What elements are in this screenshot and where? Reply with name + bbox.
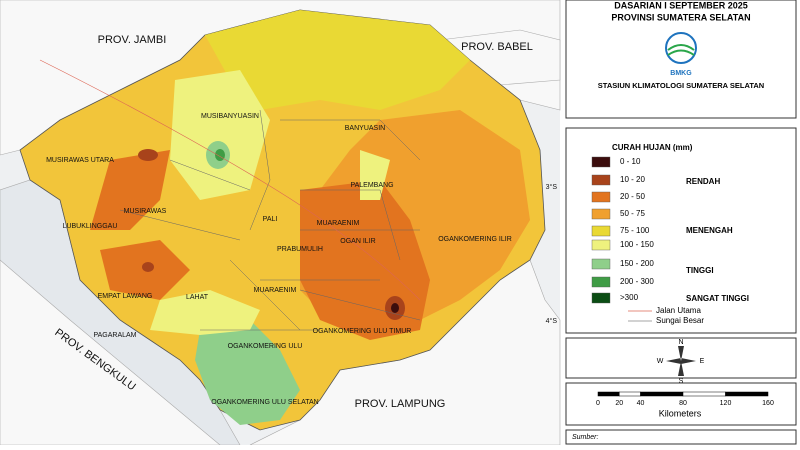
scale-segment — [682, 391, 726, 397]
header-title: DASARIAN I SEPTEMBER 2025 — [614, 0, 748, 10]
map-label: LUBUKLINGGAU — [63, 223, 118, 230]
scale-segment — [725, 391, 769, 397]
map-label: EMPAT LAWANG — [98, 293, 153, 300]
legend-label: 75 - 100 — [620, 226, 650, 235]
scale-tick-label: 0 — [596, 400, 600, 407]
scale-tick-label: 40 — [637, 400, 645, 407]
legend-swatch — [591, 156, 611, 168]
scale-tick-label: 160 — [762, 400, 774, 407]
map: PROV. JAMBI PROV. BABEL PROV. BENGKULU P… — [0, 0, 561, 446]
zone-green-2 — [215, 149, 225, 161]
legend-class: TINGGI — [686, 266, 714, 275]
map-label: PROV. LAMPUNG — [355, 398, 446, 410]
district-borders — [119, 109, 421, 331]
legend-swatch — [591, 191, 611, 203]
scale-unit: Kilometers — [659, 408, 702, 418]
map-label: MUSIRAWAS UTARA — [46, 157, 114, 164]
legend-line-label: Jalan Utama — [656, 306, 701, 315]
map-label: OGAN ILIR — [340, 238, 375, 245]
map-label: OGANKOMERING ULU — [228, 343, 303, 350]
coord-label: 3°S — [546, 183, 558, 191]
scale-segment — [619, 391, 641, 397]
logo-waves — [667, 44, 695, 56]
legend-label: >300 — [620, 293, 639, 302]
zone-dark-4 — [391, 303, 399, 313]
legend-label: 0 - 10 — [620, 157, 641, 166]
header-subtitle: PROVINSI SUMATERA SELATAN — [611, 12, 750, 22]
legend-box — [565, 127, 797, 334]
zone-south-green — [195, 320, 300, 425]
legend-label: 200 - 300 — [620, 277, 654, 286]
bengkulu-coast — [0, 259, 221, 446]
map-label: PROV. BABEL — [461, 41, 533, 53]
legend-swatch — [591, 225, 611, 237]
compass-s: S — [679, 378, 684, 385]
zone-north — [205, 10, 470, 110]
legend-swatch — [591, 174, 611, 186]
zone-dark-2 — [142, 262, 154, 272]
scale-tick-label: 80 — [679, 400, 687, 407]
legend-line-label: Sungai Besar — [656, 316, 704, 325]
side-panel: DASARIAN I SEPTEMBER 2025 PROVINSI SUMAT… — [562, 0, 800, 445]
logo-text: BMKG — [670, 70, 692, 77]
compass-box — [565, 337, 797, 379]
map-label: MUSIBANYUASIN — [201, 113, 259, 120]
map-label: OGANKOMERING ULU SELATAN — [211, 399, 318, 406]
legend-swatch — [591, 208, 611, 220]
map-label: MUARAENIM — [254, 287, 297, 294]
map-label: OGANKOMERING ILIR — [438, 236, 512, 243]
compass-rose — [666, 346, 696, 376]
map-label: PALI — [263, 216, 278, 223]
map-label: MUSIRAWAS — [124, 208, 167, 215]
source: Sumber: — [572, 434, 599, 441]
zone-dark-1 — [138, 149, 158, 161]
legend-class: MENENGAH — [686, 226, 733, 235]
map-label: MUARAENIM — [317, 220, 360, 227]
map-label: BANYUASIN — [345, 125, 385, 132]
map-label: PALEMBANG — [350, 182, 393, 189]
legend-label: 20 - 50 — [620, 192, 645, 201]
legend-label: 50 - 75 — [620, 209, 645, 218]
scale-segment — [640, 391, 684, 397]
legend-title: CURAH HUJAN (mm) — [612, 143, 693, 152]
zone-palembang — [360, 150, 390, 200]
legend-class: SANGAT TINGGI — [686, 294, 749, 303]
zone-west — [90, 150, 170, 230]
map-label: PRABUMULIH — [277, 246, 323, 253]
scale-box — [565, 382, 797, 426]
legend-swatch — [591, 292, 611, 304]
legend-label: 10 - 20 — [620, 175, 645, 184]
legend-label: 100 - 150 — [620, 240, 654, 249]
map-label: PROV. JAMBI — [98, 34, 167, 46]
station-name: STASIUN KLIMATOLOGI SUMATERA SELATAN — [598, 81, 764, 90]
compass-n: N — [678, 339, 683, 346]
compass-w: W — [657, 358, 664, 365]
zone-musi — [170, 70, 270, 200]
legend-label: 150 - 200 — [620, 259, 654, 268]
map-label: PAGARALAM — [93, 332, 136, 339]
map-label: OGANKOMERING ULU TIMUR — [313, 328, 412, 335]
header-box — [565, 0, 797, 119]
legend-swatch — [591, 276, 611, 288]
zone-south-yellow — [150, 290, 260, 335]
legend-items: 0 - 10 10 - 20 20 - 50 50 - 75 75 - 100 100 -… — [591, 156, 749, 325]
logo-circle — [665, 32, 697, 64]
map-label: LAHAT — [186, 294, 209, 301]
compass-e: E — [700, 358, 705, 365]
scale-tick-label: 20 — [615, 400, 623, 407]
source-box — [565, 429, 797, 445]
coord-label: 4°S — [546, 317, 558, 325]
scale-tick-label: 120 — [720, 400, 732, 407]
scale-segment — [597, 391, 620, 397]
legend-class: RENDAH — [686, 177, 720, 186]
legend-swatch — [591, 239, 611, 251]
main-road — [39, 59, 421, 301]
legend-swatch — [591, 258, 611, 270]
scale-bar: 0 20 40 80 120 160 — [596, 391, 774, 407]
